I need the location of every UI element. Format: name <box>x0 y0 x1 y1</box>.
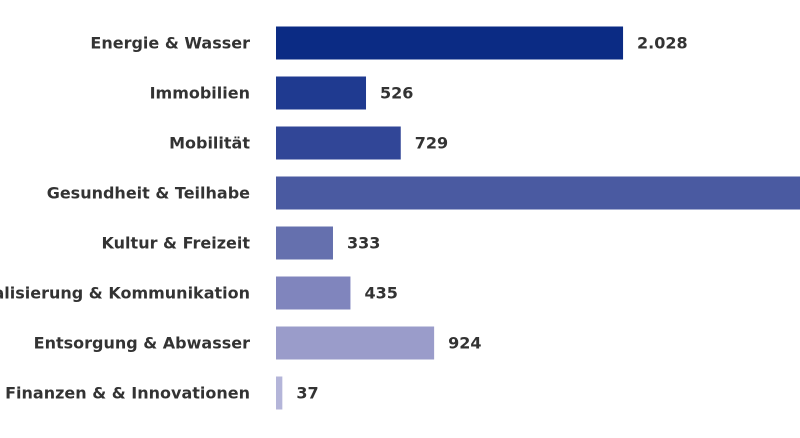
category-label: Entsorgung & Abwasser <box>34 334 250 353</box>
bar <box>276 26 624 60</box>
value-label: 333 <box>347 234 380 253</box>
bar <box>276 376 283 410</box>
category-label: Energie & Wasser <box>90 34 250 53</box>
category-label: Mobilität <box>169 134 250 153</box>
value-label: 435 <box>364 284 397 303</box>
category-label: Gesundheit & Teilhabe <box>47 184 250 203</box>
value-label: 37 <box>296 384 318 403</box>
bar <box>276 176 800 210</box>
value-label: 526 <box>380 84 413 103</box>
category-label: . Finanzen & & Innovationen <box>0 384 250 403</box>
category-label: Kultur & Freizeit <box>102 234 251 253</box>
bar <box>276 76 367 110</box>
bar <box>276 226 333 260</box>
category-label: alisierung & Kommunikation <box>0 284 250 303</box>
value-label: 924 <box>448 334 481 353</box>
bar <box>276 326 435 360</box>
category-label: Immobilien <box>150 84 250 103</box>
bar <box>276 276 351 310</box>
value-label: 2.028 <box>637 34 688 53</box>
value-label: 729 <box>415 134 448 153</box>
bar <box>276 126 401 160</box>
